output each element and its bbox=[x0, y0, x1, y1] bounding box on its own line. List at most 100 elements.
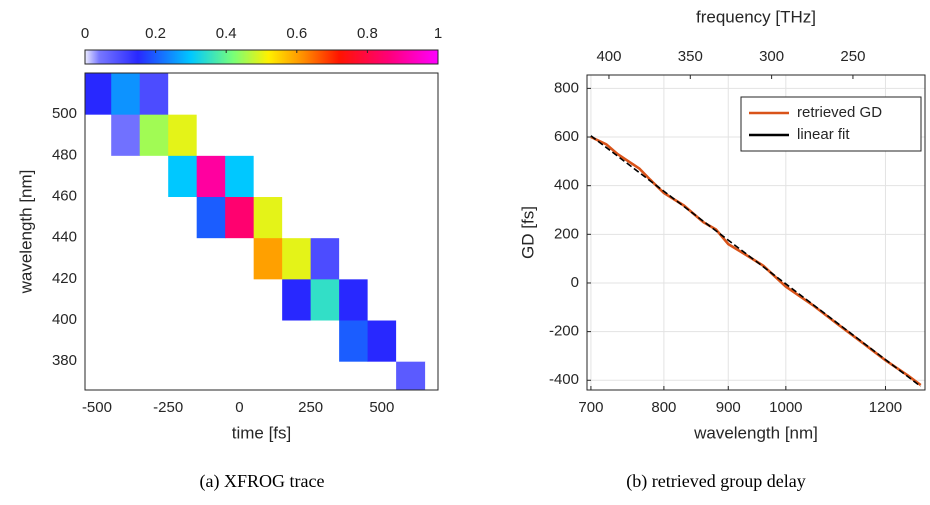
heatmap-cell bbox=[196, 114, 226, 156]
heatmap-cell bbox=[396, 320, 426, 362]
y-axis-label: GD [fs] bbox=[518, 206, 537, 259]
heatmap-cell bbox=[339, 237, 369, 280]
y-axis-label: wavelength [nm] bbox=[16, 170, 35, 295]
x-axis-label: time [fs] bbox=[232, 423, 292, 442]
heatmap-cell bbox=[225, 73, 255, 115]
heatmap-cell bbox=[168, 320, 198, 362]
y-tick-label: -400 bbox=[549, 371, 579, 388]
heatmap-cell bbox=[253, 320, 283, 362]
heatmap-cell bbox=[282, 196, 312, 239]
heatmap-cell bbox=[339, 155, 369, 198]
x2-tick-label: 350 bbox=[678, 48, 703, 65]
heatmap-cell bbox=[282, 278, 312, 321]
heatmap-cell bbox=[196, 196, 226, 239]
heatmap-cell bbox=[253, 196, 283, 239]
heatmap-cell bbox=[396, 114, 426, 156]
x-tick-label: -250 bbox=[153, 399, 183, 416]
heatmap-cell bbox=[282, 361, 312, 390]
heatmap-cell bbox=[85, 237, 112, 280]
heatmap-cell bbox=[339, 114, 369, 156]
heatmap-cell bbox=[111, 237, 141, 280]
heatmap-cell bbox=[367, 73, 397, 115]
heatmap-cell bbox=[225, 361, 255, 390]
colorbar-tick-label: 0 bbox=[81, 25, 89, 42]
heatmap-cell bbox=[253, 361, 283, 390]
y-tick-label: 380 bbox=[52, 352, 77, 369]
heatmap-cell bbox=[168, 237, 198, 280]
heatmap-cell bbox=[310, 320, 340, 362]
heatmap-cell bbox=[253, 278, 283, 321]
heatmap-cell bbox=[111, 114, 141, 156]
heatmap-cell bbox=[310, 73, 340, 115]
heatmap-cell bbox=[225, 278, 255, 321]
heatmap-cell bbox=[111, 155, 141, 198]
series-line bbox=[590, 135, 922, 388]
legend-box bbox=[740, 96, 922, 152]
heatmap-cell bbox=[396, 196, 426, 239]
heatmap-cell bbox=[196, 320, 226, 362]
heatmap-cell bbox=[253, 237, 283, 280]
heatmap-cell bbox=[168, 73, 198, 115]
y-tick-label: 200 bbox=[554, 225, 579, 242]
heatmap-cell bbox=[367, 361, 397, 390]
heatmap-cell bbox=[367, 237, 397, 280]
plot-frame bbox=[586, 74, 926, 391]
heatmap-cell bbox=[282, 155, 312, 198]
heatmap-cell bbox=[310, 155, 340, 198]
x-tick-label: 0 bbox=[235, 399, 243, 416]
x2-tick-label: 400 bbox=[596, 48, 621, 65]
heatmap-cell bbox=[310, 237, 340, 280]
x-tick-label: 1200 bbox=[869, 399, 902, 416]
heatmap-cell bbox=[139, 278, 169, 321]
heatmap-cell bbox=[85, 320, 112, 362]
colorbar-tick-label: 0.6 bbox=[286, 25, 307, 42]
plot-frame bbox=[84, 72, 439, 391]
heatmap-cell bbox=[196, 155, 226, 198]
heatmap-cell bbox=[139, 155, 169, 198]
y-tick-label: 600 bbox=[554, 128, 579, 145]
y-tick-label: 460 bbox=[52, 187, 77, 204]
heatmap-cell bbox=[168, 196, 198, 239]
heatmap-cell bbox=[225, 237, 255, 280]
heatmap-cell bbox=[282, 73, 312, 115]
heatmap-cell bbox=[396, 361, 426, 390]
heatmap-cell bbox=[367, 155, 397, 198]
heatmap-cell bbox=[396, 237, 426, 280]
heatmap-cell bbox=[168, 114, 198, 156]
heatmap-cell bbox=[196, 361, 226, 390]
x2-tick-label: 250 bbox=[840, 48, 865, 65]
heatmap-cell bbox=[168, 155, 198, 198]
colorbar bbox=[84, 49, 439, 65]
heatmap-cell bbox=[111, 196, 141, 239]
heatmap-cell bbox=[139, 196, 169, 239]
heatmap-cell bbox=[111, 278, 141, 321]
heatmap-cell bbox=[339, 278, 369, 321]
y-tick-label: 440 bbox=[52, 229, 77, 246]
heatmap-cell bbox=[139, 320, 169, 362]
heatmap-cell bbox=[196, 278, 226, 321]
heatmap-cell bbox=[339, 320, 369, 362]
x-tick-label: -500 bbox=[82, 399, 112, 416]
heatmap-cell bbox=[339, 361, 369, 390]
heatmap-cell bbox=[225, 196, 255, 239]
heatmap-cell bbox=[310, 114, 340, 156]
y-tick-label: 500 bbox=[52, 105, 77, 122]
x-tick-label: 250 bbox=[298, 399, 323, 416]
colorbar-tick-label: 0.8 bbox=[357, 25, 378, 42]
heatmap-cell bbox=[253, 155, 283, 198]
heatmap-cell bbox=[139, 361, 169, 390]
heatmap-cell bbox=[367, 278, 397, 321]
heatmap bbox=[85, 73, 426, 390]
x-tick-label: 500 bbox=[369, 399, 394, 416]
colorbar-tick-label: 0.2 bbox=[145, 25, 166, 42]
heatmap-cell bbox=[168, 361, 198, 390]
heatmap-cell bbox=[85, 114, 112, 156]
y-tick-label: 480 bbox=[52, 146, 77, 163]
heatmap-cell bbox=[111, 320, 141, 362]
heatmap-cell bbox=[139, 114, 169, 156]
x-tick-label: 900 bbox=[716, 399, 741, 416]
heatmap-cell bbox=[310, 361, 340, 390]
heatmap-cell bbox=[282, 237, 312, 280]
heatmap-cell bbox=[85, 196, 112, 239]
